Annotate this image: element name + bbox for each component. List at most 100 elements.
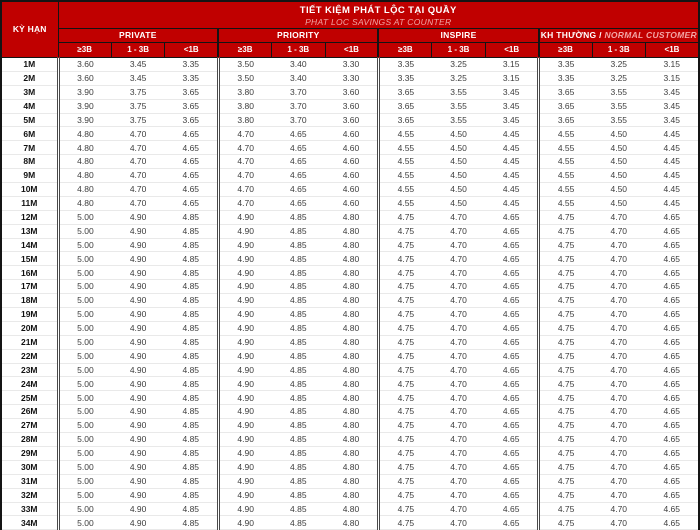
rate-value: 4.65	[271, 182, 326, 197]
rate-value: 4.65	[485, 224, 539, 239]
group-header-label: KH THƯỜNG /	[540, 30, 602, 41]
rate-value: 4.80	[325, 307, 379, 322]
rate-value: 4.85	[164, 307, 219, 322]
rate-value: 5.00	[58, 224, 112, 239]
rate-value: 4.55	[537, 196, 593, 211]
rate-value: 4.55	[537, 154, 593, 170]
rate-value: 4.70	[592, 376, 646, 392]
table-row: 11M 4.80 4.70 4.65 4.70 4.65 4.60 4.55 4.50 4.45 4…	[1, 196, 699, 211]
rate-value: 4.80	[325, 432, 379, 447]
rate-value: 4.65	[645, 307, 699, 322]
rate-value: 4.55	[376, 196, 432, 211]
tier-header-private-0: ≥3B	[57, 42, 112, 58]
rate-value: 4.65	[485, 265, 539, 281]
rate-value: 4.75	[537, 446, 593, 461]
table-row: 26M 5.00 4.90 4.85 4.90 4.85 4.80 4.75 4.70 4.65 4…	[1, 404, 699, 420]
rate-value: 3.50	[216, 71, 272, 86]
rate-value: 4.90	[111, 390, 165, 406]
tier-header-normal-customer-1: 1 - 3B	[591, 42, 646, 58]
rate-value: 3.30	[325, 57, 379, 72]
term-label: 26M	[1, 404, 60, 420]
rate-value: 4.70	[111, 126, 165, 142]
rate-value: 4.90	[111, 363, 165, 378]
table-header: KỲ HẠN TIẾT KIỆM PHÁT LỘC TẠI QUẦY PHAT …	[0, 0, 700, 58]
rate-value: 4.90	[111, 307, 165, 322]
rate-value: 3.60	[325, 85, 379, 100]
rate-value: 4.55	[376, 126, 432, 142]
rate-value: 4.90	[111, 265, 165, 281]
rate-value: 4.70	[592, 474, 646, 489]
rate-value: 4.65	[271, 196, 326, 211]
rate-value: 4.65	[485, 349, 539, 364]
table-row: 22M 5.00 4.90 4.85 4.90 4.85 4.80 4.75 4.70 4.65 4…	[1, 349, 699, 364]
rate-value: 4.70	[216, 168, 272, 184]
rate-value: 4.55	[537, 126, 593, 142]
rate-value: 3.15	[645, 57, 699, 72]
rate-value: 4.60	[325, 126, 379, 142]
rate-value: 5.00	[58, 238, 112, 253]
rate-value: 4.70	[431, 321, 486, 336]
term-label: 21M	[1, 335, 60, 350]
rate-value: 4.85	[271, 321, 326, 336]
rate-value: 4.90	[111, 210, 165, 225]
rate-value: 4.70	[431, 474, 486, 489]
rate-value: 4.75	[376, 376, 432, 392]
rate-value: 4.65	[485, 390, 539, 406]
rate-value: 4.65	[485, 335, 539, 350]
group-header-label-italic: NORMAL CUSTOMER	[604, 30, 697, 41]
rate-value: 4.75	[537, 265, 593, 281]
rate-value: 4.45	[485, 196, 539, 211]
group-header-inspire: INSPIRE	[377, 28, 540, 43]
term-label: 34M	[1, 515, 60, 530]
rate-value: 4.70	[216, 126, 272, 142]
table-row: 14M 5.00 4.90 4.85 4.90 4.85 4.80 4.75 4.70 4.65 4…	[1, 238, 699, 253]
term-label: 9M	[1, 168, 60, 184]
rate-value: 4.80	[325, 376, 379, 392]
rate-value: 3.55	[592, 99, 646, 114]
rate-value: 5.00	[58, 488, 112, 503]
rate-value: 4.70	[592, 335, 646, 350]
table-title: TIẾT KIỆM PHÁT LỘC TẠI QUẦY	[299, 4, 457, 16]
rate-value: 4.85	[271, 390, 326, 406]
rate-value: 4.75	[537, 432, 593, 447]
rate-value: 5.00	[58, 265, 112, 281]
tier-header-normal-customer-0: ≥3B	[537, 42, 593, 58]
rate-value: 3.15	[485, 71, 539, 86]
rate-value: 4.65	[645, 502, 699, 517]
rate-value: 4.65	[485, 502, 539, 517]
rate-value: 3.40	[271, 57, 326, 72]
term-label: 8M	[1, 154, 60, 170]
rate-value: 4.65	[645, 446, 699, 461]
term-label: 14M	[1, 238, 60, 253]
rate-value: 3.65	[376, 99, 432, 114]
rate-value: 3.55	[592, 113, 646, 128]
term-label: 15M	[1, 251, 60, 267]
rate-value: 4.50	[431, 126, 486, 142]
rate-value: 3.65	[164, 85, 219, 100]
rate-value: 4.85	[164, 210, 219, 225]
rate-value: 3.50	[216, 57, 272, 72]
rate-value: 3.45	[645, 99, 699, 114]
table-row: 18M 5.00 4.90 4.85 4.90 4.85 4.80 4.75 4.70 4.65 4…	[1, 293, 699, 309]
term-label: 1M	[1, 57, 60, 72]
rate-value: 4.65	[645, 265, 699, 281]
rate-value: 4.60	[325, 140, 379, 156]
rate-value: 4.65	[164, 168, 219, 184]
rate-value: 3.35	[164, 57, 219, 72]
table-row: 33M 5.00 4.90 4.85 4.90 4.85 4.80 4.75 4.70 4.65 4…	[1, 502, 699, 517]
rate-value: 3.15	[645, 71, 699, 86]
term-label: 33M	[1, 502, 60, 517]
rate-value: 3.35	[164, 71, 219, 86]
rate-value: 3.45	[485, 99, 539, 114]
table-row: 21M 5.00 4.90 4.85 4.90 4.85 4.80 4.75 4.70 4.65 4…	[1, 335, 699, 350]
rate-value: 4.85	[164, 363, 219, 378]
rate-value: 4.85	[164, 279, 219, 295]
table-row: 24M 5.00 4.90 4.85 4.90 4.85 4.80 4.75 4.70 4.65 4…	[1, 376, 699, 392]
table-row: 32M 5.00 4.90 4.85 4.90 4.85 4.80 4.75 4.70 4.65 4…	[1, 488, 699, 503]
rate-value: 4.70	[216, 196, 272, 211]
rate-value: 4.75	[537, 335, 593, 350]
rate-value: 4.85	[164, 515, 219, 530]
rate-value: 4.80	[325, 224, 379, 239]
rate-value: 4.70	[592, 488, 646, 503]
tier-header-priority-2: <1B	[324, 42, 379, 58]
